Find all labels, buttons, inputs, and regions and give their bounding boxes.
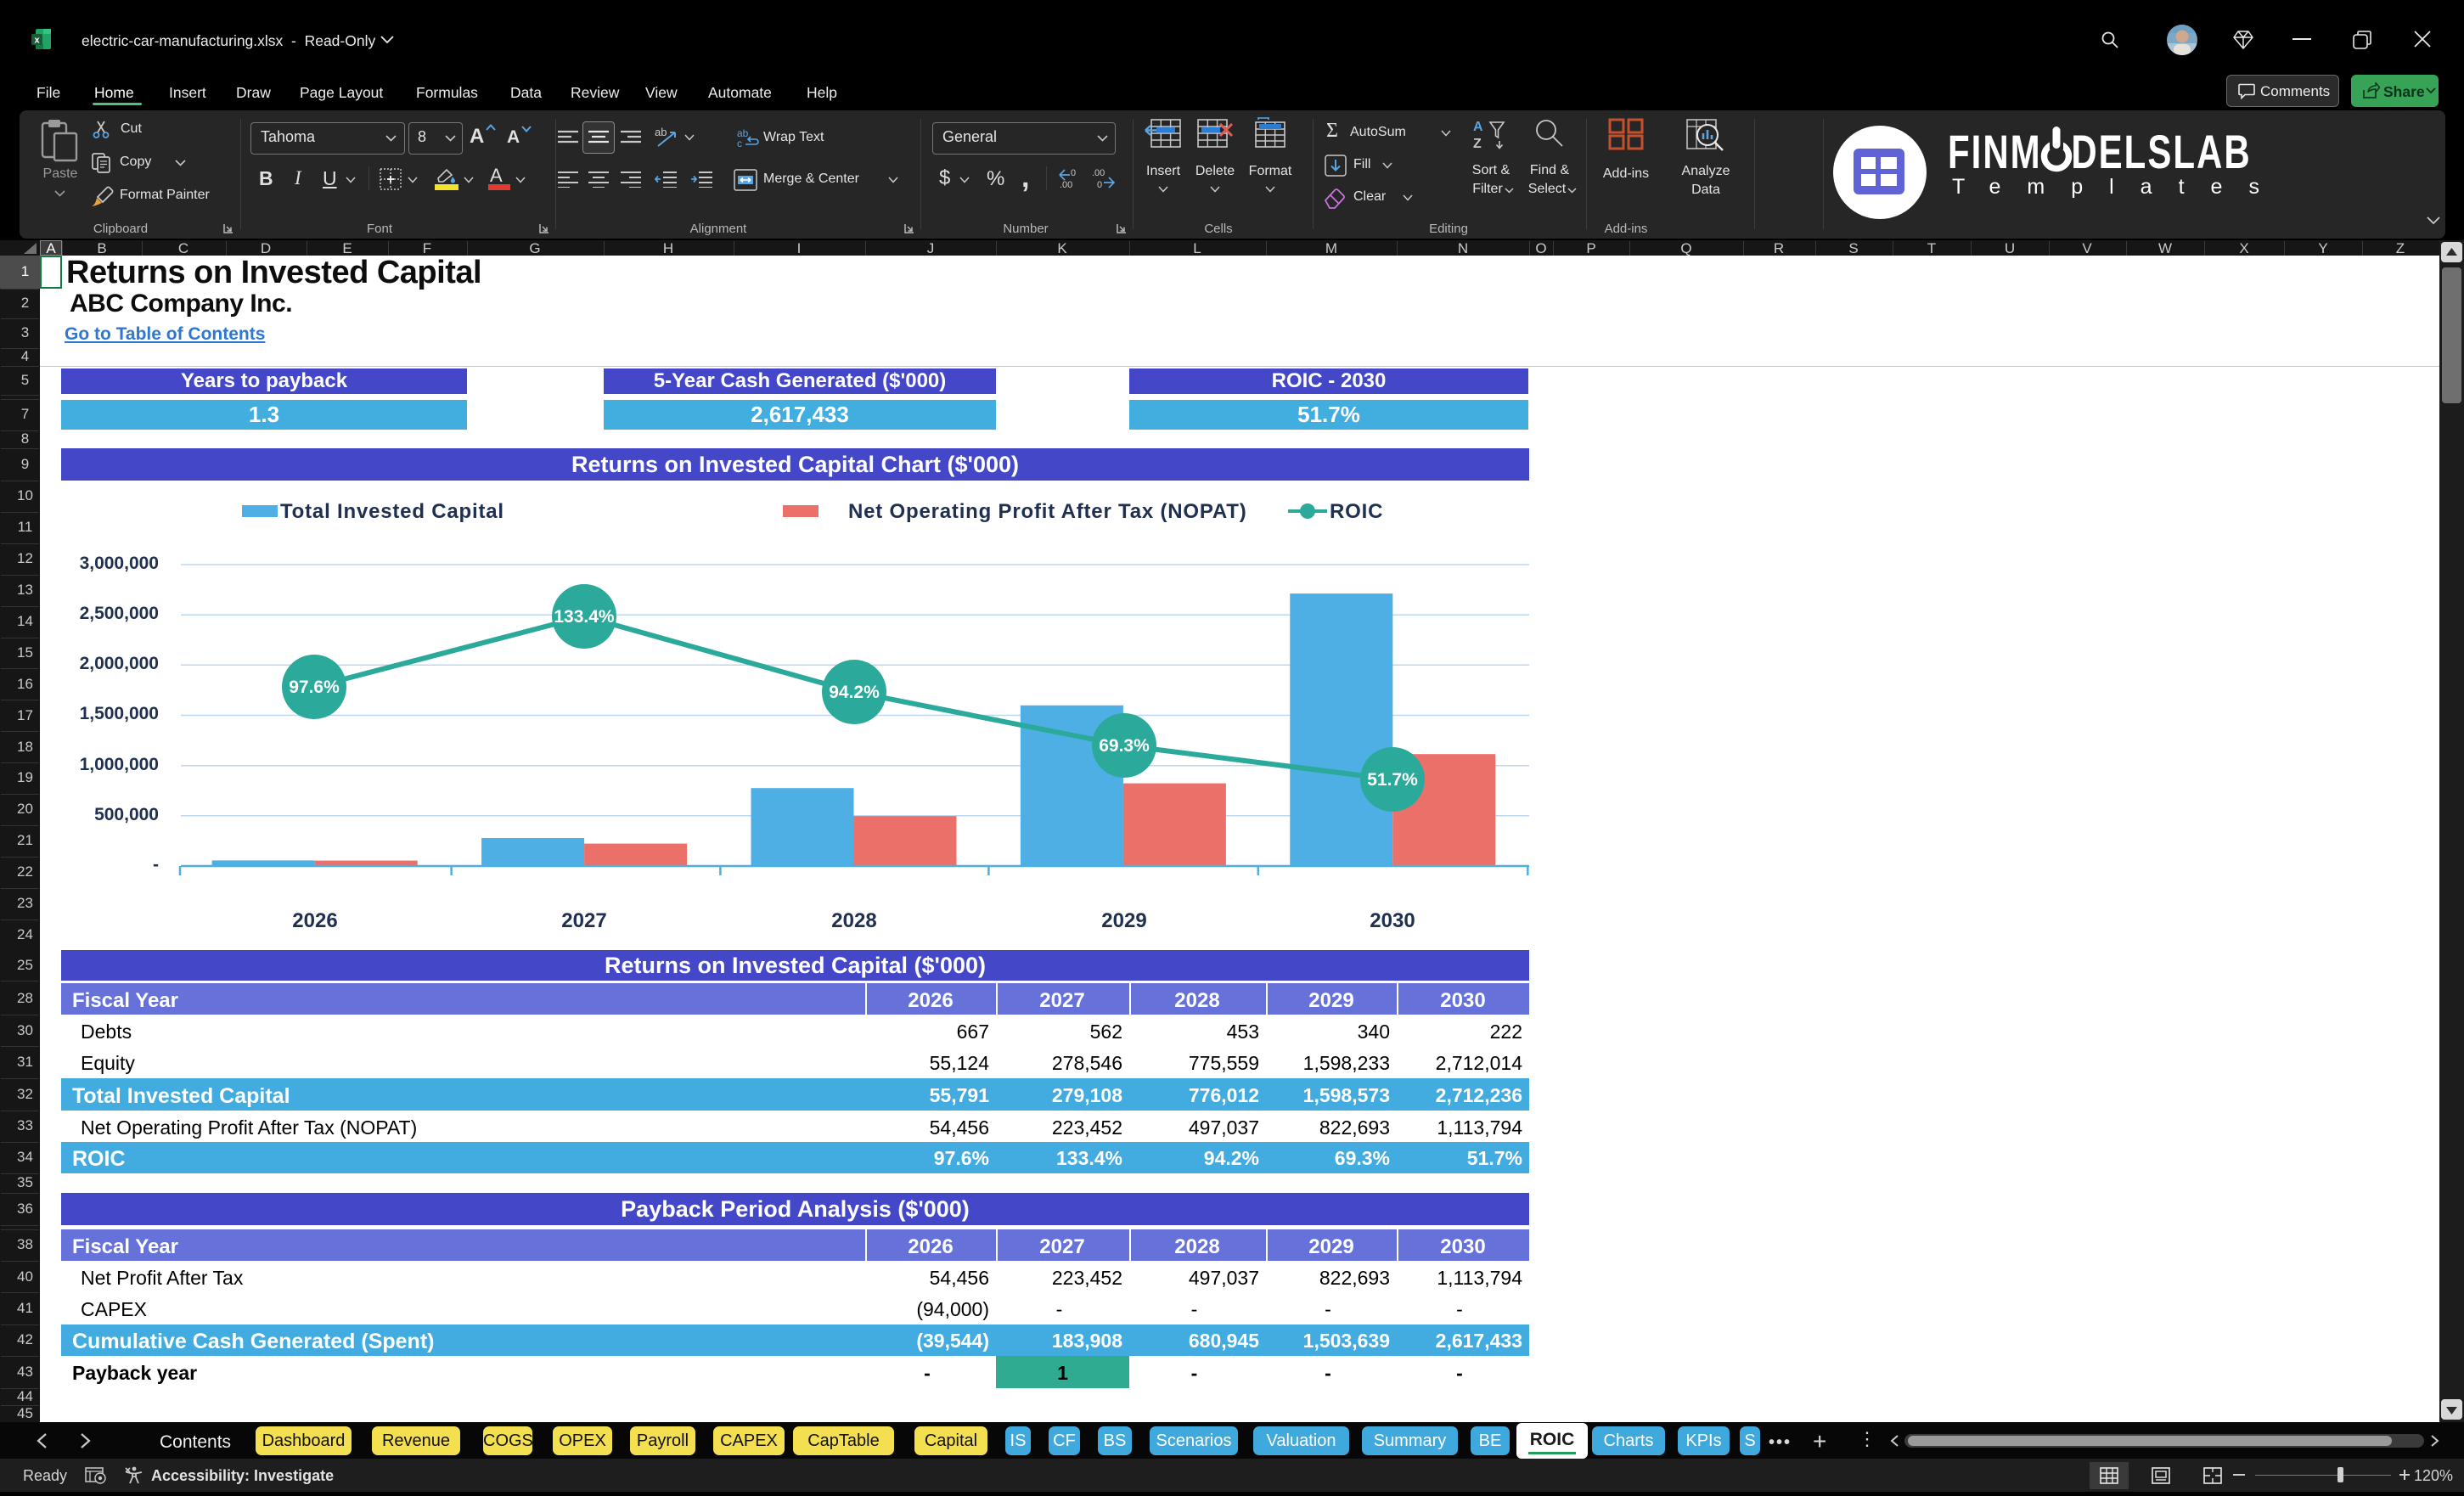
svg-text:A: A <box>1473 120 1483 134</box>
svg-text:0: 0 <box>1097 180 1102 188</box>
svg-text:c: c <box>737 138 742 149</box>
svg-text:ab: ab <box>737 128 749 139</box>
svg-text:69.3%: 69.3% <box>1099 736 1150 756</box>
svg-text:94.2%: 94.2% <box>829 683 880 702</box>
svg-text:Z: Z <box>1473 137 1482 149</box>
svg-text:0: 0 <box>1071 168 1076 178</box>
svg-text:97.6%: 97.6% <box>289 678 340 697</box>
svg-text:.00: .00 <box>1060 180 1072 188</box>
svg-text:x: x <box>34 36 40 46</box>
svg-text:ab: ab <box>655 126 667 138</box>
svg-text:.00: .00 <box>1092 168 1105 178</box>
svg-text:51.7%: 51.7% <box>1367 770 1418 790</box>
svg-text:133.4%: 133.4% <box>554 607 615 627</box>
